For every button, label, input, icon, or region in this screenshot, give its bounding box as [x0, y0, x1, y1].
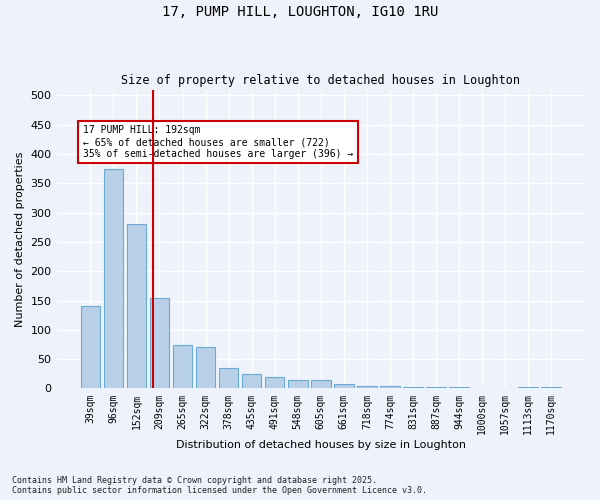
Bar: [449, 386, 469, 388]
Bar: [426, 386, 446, 388]
Text: Contains HM Land Registry data © Crown copyright and database right 2025.
Contai: Contains HM Land Registry data © Crown c…: [12, 476, 427, 495]
Text: 17 PUMP HILL: 192sqm
← 65% of detached houses are smaller (722)
35% of semi-deta: 17 PUMP HILL: 192sqm ← 65% of detached h…: [83, 126, 353, 158]
Bar: [127, 224, 146, 388]
Bar: [265, 376, 284, 388]
Bar: [518, 386, 538, 388]
Bar: [219, 368, 238, 388]
Text: 17, PUMP HILL, LOUGHTON, IG10 1RU: 17, PUMP HILL, LOUGHTON, IG10 1RU: [162, 5, 438, 19]
Bar: [80, 306, 100, 388]
Bar: [311, 380, 331, 388]
Bar: [334, 384, 353, 388]
Title: Size of property relative to detached houses in Loughton: Size of property relative to detached ho…: [121, 74, 520, 87]
Y-axis label: Number of detached properties: Number of detached properties: [15, 152, 25, 326]
Bar: [149, 298, 169, 388]
Bar: [242, 374, 262, 388]
Bar: [357, 386, 377, 388]
X-axis label: Distribution of detached houses by size in Loughton: Distribution of detached houses by size …: [176, 440, 466, 450]
Bar: [288, 380, 308, 388]
Bar: [403, 386, 423, 388]
Bar: [196, 348, 215, 389]
Bar: [380, 386, 400, 388]
Bar: [104, 168, 123, 388]
Bar: [173, 344, 193, 389]
